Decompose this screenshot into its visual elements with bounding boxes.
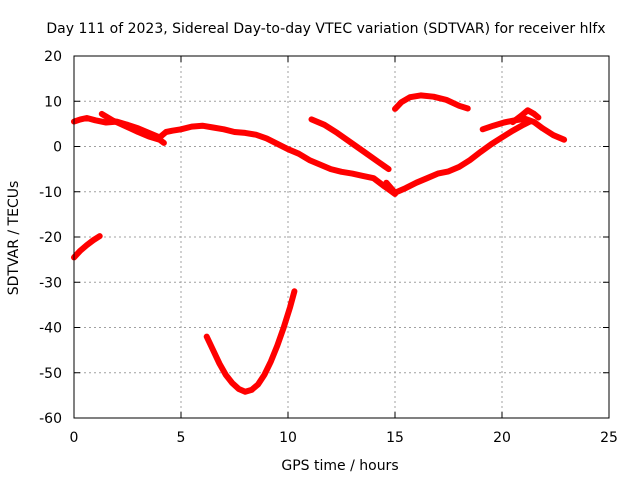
x-axis-label: GPS time / hours	[281, 458, 398, 474]
series-layer	[71, 92, 568, 395]
series-line-arc-5	[308, 116, 392, 173]
y-tick-label: 10	[44, 94, 62, 110]
series-line-arc-1	[71, 233, 103, 261]
series-line-arc-2	[71, 115, 398, 197]
tick-layer: 0 5 10 15 20 25 -60 -50 -40 -30 -20 -10 0 10 20	[39, 49, 618, 446]
chart-title: Day 111 of 2023, Sidereal Day-to-day VTE…	[46, 21, 605, 37]
y-tick-label: -60	[39, 411, 62, 427]
y-tick-label: -30	[39, 275, 62, 291]
y-tick-label: 0	[53, 140, 62, 156]
x-tick-label: 10	[279, 430, 297, 446]
series-line-arc-8	[479, 115, 568, 143]
series-line-arc-9	[509, 107, 542, 126]
y-tick-label: -40	[39, 321, 62, 337]
series-line-arc-7	[392, 92, 471, 112]
y-tick-label: -10	[39, 185, 62, 201]
x-tick-label: 25	[600, 430, 618, 446]
y-tick-label: 20	[44, 49, 62, 65]
x-tick-label: 20	[493, 430, 511, 446]
series-line-arc-4	[203, 288, 298, 395]
series-line-arc-3	[98, 110, 167, 146]
x-tick-label: 0	[70, 430, 79, 446]
grid-layer	[74, 56, 609, 418]
y-axis-label: SDTVAR / TECUs	[6, 181, 22, 296]
y-tick-label: -50	[39, 366, 62, 382]
y-tick-label: -20	[39, 230, 62, 246]
x-tick-label: 15	[386, 430, 404, 446]
series-line-arc-6	[383, 118, 533, 196]
x-tick-label: 5	[177, 430, 186, 446]
